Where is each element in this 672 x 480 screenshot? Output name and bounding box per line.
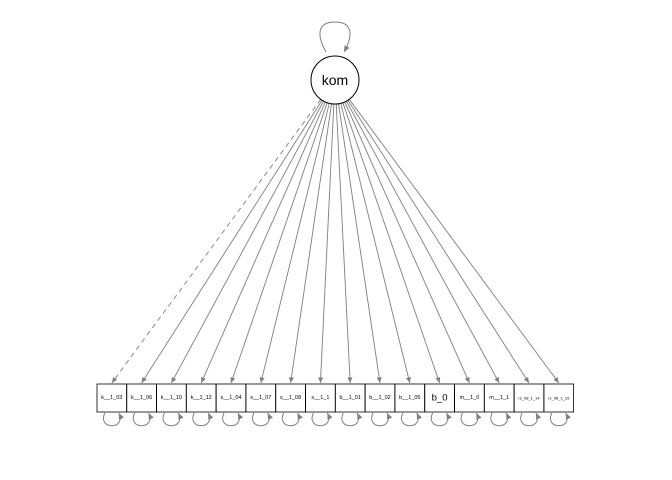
loading-edge (318, 103, 335, 384)
residual-loop (222, 412, 244, 427)
residual-loop (371, 412, 393, 427)
indicator-node: s__1_04 (215, 383, 247, 427)
indicator-label: b__1_05 (399, 395, 420, 401)
residual-loop (311, 412, 333, 427)
indicator-node: s__1_08 (275, 383, 306, 427)
indicator-label: s__1_04 (220, 395, 241, 401)
latent-circle (310, 55, 360, 105)
indicator-node: s__1_1 (305, 383, 336, 427)
indicator-box (454, 383, 485, 413)
indicator-node: b__1_05 (394, 383, 426, 427)
indicator-box (543, 383, 575, 413)
indicator-box (215, 383, 247, 413)
indicator-node: k__1_12 (185, 383, 217, 427)
loading-edge (340, 103, 411, 384)
indicator-node: s__1_07 (245, 383, 277, 427)
indicator-label: k__1_12 (191, 395, 212, 401)
indicator-node: m__1_0 (454, 383, 485, 427)
residual-loop (251, 412, 274, 427)
indicator-box (275, 383, 306, 413)
indicator-node: rs_08_1_14 (513, 383, 545, 427)
indicator-box (394, 383, 426, 413)
indicator-label: s__1_08 (280, 395, 301, 401)
indicator-node: b__1_01 (334, 383, 366, 427)
indicator-node: b__1_02 (364, 383, 396, 427)
latent-variance-loop (319, 21, 351, 53)
loading-edge (344, 101, 470, 384)
loading-edge (342, 102, 441, 384)
residual-loop (549, 412, 572, 427)
indicator-label: s__1_1 (311, 395, 329, 401)
loading-edge (346, 100, 500, 384)
indicator-label: k__1_10 (161, 395, 182, 401)
latent-node: kom (310, 21, 360, 105)
latent-label: kom (322, 72, 348, 88)
loading-edge (338, 103, 382, 384)
indicator-label: m__1_0 (459, 395, 479, 401)
loading-edge (335, 103, 353, 384)
indicator-box (513, 383, 545, 413)
loading-edge (259, 103, 330, 384)
residual-loop (490, 412, 512, 427)
loading-edge (111, 99, 322, 384)
indicator-node: m__1_1 (483, 383, 515, 427)
indicator-node: rs_08_1_15 (543, 383, 575, 427)
residual-loop (132, 412, 154, 427)
loading-edge (348, 99, 560, 384)
residual-loop (460, 412, 482, 427)
residual-loop (341, 412, 363, 427)
residual-loop (192, 412, 214, 427)
indicator-label: b__1_01 (339, 395, 360, 401)
indicator-box (156, 383, 187, 413)
indicator-node: k__1_06 (126, 383, 157, 427)
indicator-box (96, 383, 128, 413)
residual-loop (400, 412, 423, 427)
edge-layer (111, 99, 560, 384)
indicator-node: k__1_03 (96, 383, 128, 427)
indicator-label: rs_08_1_15 (548, 396, 570, 401)
indicator-label: b__1_02 (369, 395, 390, 401)
indicator-label: k__1_06 (131, 395, 152, 401)
indicator-label: s__1_07 (250, 395, 271, 401)
indicator-label: k__1_03 (101, 395, 122, 401)
loading-edge (347, 99, 530, 384)
indicator-layer: k__1_03 k__1_06 k__1_10 k__1_12 s__1_04 s__1_… (96, 383, 575, 427)
indicator-label: b_0 (432, 393, 448, 404)
indicator-box (334, 383, 366, 413)
loading-edge (200, 101, 326, 384)
residual-loop (520, 412, 542, 427)
loading-edge (288, 103, 332, 384)
residual-loop (281, 412, 303, 427)
indicator-label: m__1_1 (489, 395, 509, 401)
residual-loop (102, 412, 125, 427)
indicator-node: b_0 (424, 383, 455, 427)
loading-edge (141, 99, 323, 384)
loading-edge (171, 100, 324, 384)
indicator-label: rs_08_1_14 (518, 396, 540, 401)
loading-edge (230, 102, 328, 384)
indicator-node: k__1_10 (156, 383, 187, 427)
residual-loop (162, 412, 184, 427)
residual-loop (430, 412, 452, 427)
